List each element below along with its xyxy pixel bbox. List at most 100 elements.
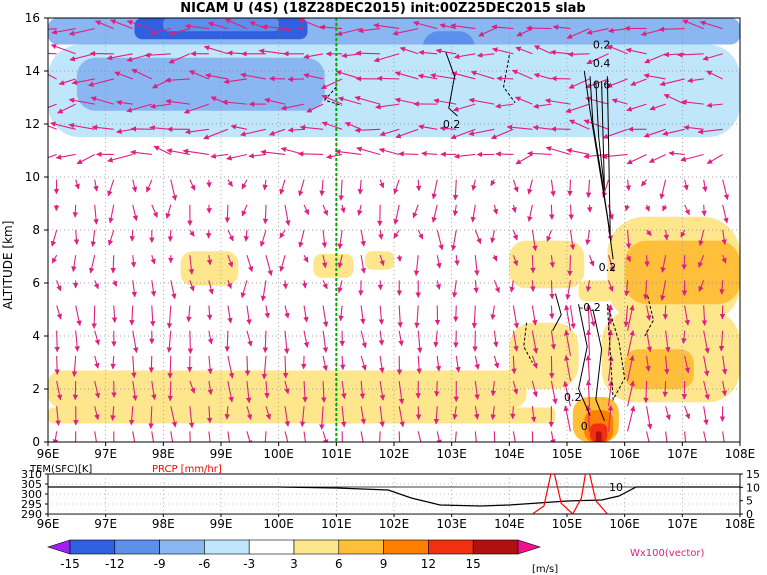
wind-vector [567,51,590,58]
wind-vector [414,305,420,329]
wind-vector [531,305,538,326]
wind-vector [585,78,609,89]
wind-vector [585,280,592,293]
wind-vector [549,204,555,221]
strip-left-tick-label: 305 [21,478,42,491]
wind-vector [360,229,366,247]
wind-vector [684,355,691,374]
wind-vector [227,380,234,403]
wind-vector [284,406,291,427]
wind-vector [490,128,514,140]
wind-vector [698,229,705,247]
strip-x-tick-label: 97E [94,517,117,531]
x-tick-label: 100E [263,447,294,461]
wind-vector [51,28,76,35]
wind-vector [241,179,248,190]
wind-vector [94,406,100,421]
wind-vector [88,78,114,87]
wind-vector [230,124,248,130]
shading-region [163,18,279,32]
wind-vector [167,229,174,242]
wind-vector [644,204,650,212]
wind-vector [397,305,403,328]
wind-vector [168,53,191,64]
wind-vector [701,204,707,217]
colorbar: -15 -12 -9 -6 -3 3 6 9 12 15 [47,539,541,571]
wind-vector [110,255,116,274]
wind-vector [496,75,514,82]
wind-vector [240,128,267,137]
wind-vector [279,229,286,239]
wind-vector [417,431,422,442]
x-tick-label: 96E [37,447,60,461]
wind-vector [170,179,178,201]
wind-vector [450,23,476,30]
wind-vector [183,103,210,114]
wind-vector [93,204,99,225]
wind-vector [435,355,442,372]
wind-vector [373,22,400,30]
y-axis-label: ALTITUDE [km] [1,221,15,310]
contour-line [503,55,516,104]
wind-vector [512,69,533,80]
wind-vector [682,19,704,30]
shading-region [48,137,539,164]
contour-label: -0.2 [579,301,600,314]
colorbar-end-arrow [47,539,71,555]
wind-vector [393,204,400,225]
wind-vector [151,204,158,218]
wind-vector [148,355,155,373]
wind-vector [210,153,228,159]
wind-vector [227,254,234,268]
contour-lines [323,52,655,421]
wind-vector [510,406,516,420]
wind-vector [94,380,101,399]
contour-line [445,52,458,117]
wind-vector [303,431,307,442]
wind-vector [665,431,668,442]
wind-vector [648,153,666,163]
wind-vector [549,280,555,300]
wind-vector [184,128,209,135]
wind-vector [206,255,213,266]
wind-vector [355,50,381,56]
wind-vector [114,71,133,80]
wind-vector [71,355,78,377]
wind-vector [227,229,234,242]
wind-vector [563,329,572,356]
wind-vector [703,380,710,401]
wind-vector [509,280,515,293]
wind-vector [586,204,593,213]
wind-vector [321,121,343,130]
wind-vector [452,103,476,112]
contour-line [323,86,343,106]
wind-vector [567,255,573,277]
wind-vector [721,254,727,264]
wind-vector [322,204,329,216]
x-axis-ticks: 96E 97E 98E 99E 100E 101E 102E 103E 104E 105E 106E… [37,442,756,461]
wind-vector [606,78,628,88]
wind-vector [129,305,135,326]
wind-vector [569,119,590,130]
wind-vector [681,99,704,105]
colorbar-level-label: -12 [105,557,125,571]
colorbar-level-label: -15 [60,557,80,571]
wind-vector [646,229,652,236]
x-tick-label: 108E [725,447,756,461]
contour-label: 0.2 [564,391,582,404]
wind-vector [151,431,155,442]
wind-vector [130,126,152,132]
precipitation-line [48,474,740,514]
wind-vector [283,330,290,355]
wind-vector [261,24,286,30]
wind-vector [644,255,650,268]
x-tick-label: 107E [667,447,698,461]
wind-vector [583,119,609,130]
wind-vector [417,330,423,354]
wind-vector [549,305,555,320]
colorbar-box [114,539,160,555]
wind-vector [512,431,516,442]
shading-region [624,240,740,305]
wind-vector [398,151,419,157]
wind-vector [49,121,76,130]
